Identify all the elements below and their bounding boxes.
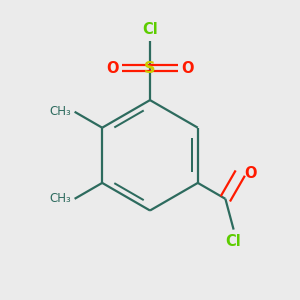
Text: Cl: Cl xyxy=(142,22,158,38)
Text: CH₃: CH₃ xyxy=(50,105,71,118)
Text: O: O xyxy=(244,166,257,181)
Text: O: O xyxy=(106,61,119,76)
Text: Cl: Cl xyxy=(226,234,242,249)
Text: CH₃: CH₃ xyxy=(50,192,71,205)
Text: O: O xyxy=(181,61,194,76)
Text: S: S xyxy=(144,61,156,76)
